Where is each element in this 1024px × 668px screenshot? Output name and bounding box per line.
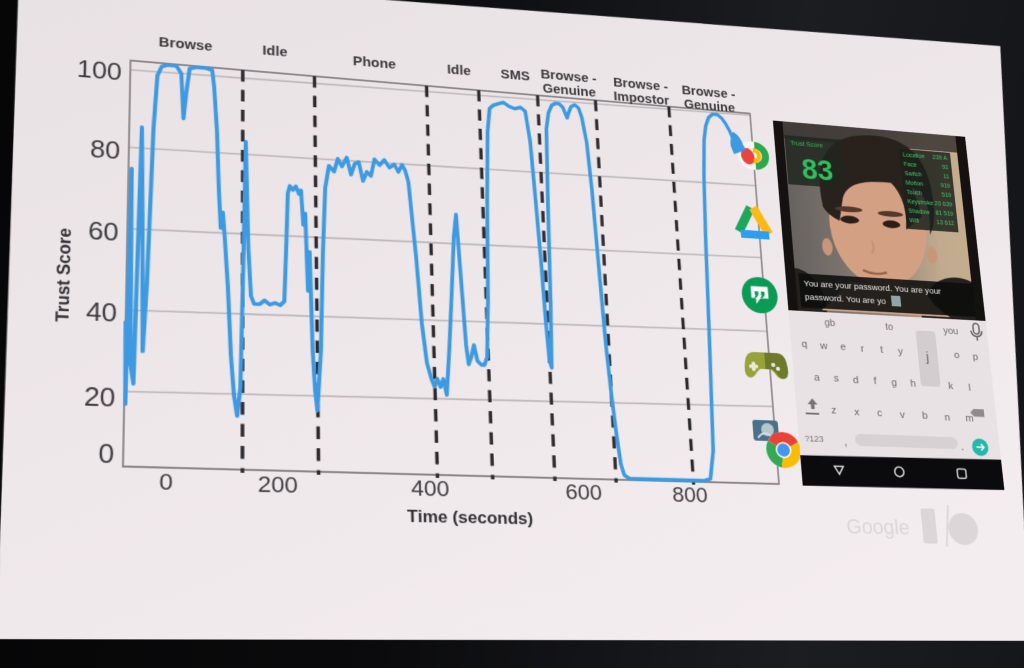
svg-text:Face: Face xyxy=(903,162,917,169)
svg-text:40: 40 xyxy=(86,298,118,327)
svg-text:60: 60 xyxy=(88,218,119,247)
svg-text:200: 200 xyxy=(258,470,298,498)
svg-text:SMS: SMS xyxy=(500,68,530,85)
svg-text:Idle: Idle xyxy=(447,63,471,79)
svg-text:0: 0 xyxy=(159,468,173,495)
svg-text:Wifi: Wifi xyxy=(909,218,920,225)
svg-text:Trust Score: Trust Score xyxy=(51,227,75,322)
svg-text:d: d xyxy=(852,374,859,386)
svg-text:gb: gb xyxy=(824,318,836,329)
svg-text:11: 11 xyxy=(943,174,950,180)
svg-text:100: 100 xyxy=(76,56,122,86)
svg-text:400: 400 xyxy=(411,474,450,501)
svg-text:0: 0 xyxy=(98,440,114,470)
svg-text:83: 83 xyxy=(800,154,834,188)
svg-text:Touch: Touch xyxy=(906,190,922,197)
svg-text:e: e xyxy=(840,341,847,353)
svg-text:you: you xyxy=(943,326,959,337)
svg-text:Google: Google xyxy=(845,514,910,539)
svg-text:800: 800 xyxy=(671,481,708,507)
svg-text:w: w xyxy=(819,340,829,352)
svg-text:Idle: Idle xyxy=(262,44,287,61)
svg-text:20: 20 xyxy=(84,383,116,413)
svg-text:?123: ?123 xyxy=(804,434,824,445)
svg-text:600: 600 xyxy=(565,479,603,505)
svg-text:93: 93 xyxy=(942,165,949,171)
svg-text:q: q xyxy=(801,338,808,350)
svg-text:519: 519 xyxy=(941,192,951,199)
svg-text:80: 80 xyxy=(90,136,121,165)
svg-text:to: to xyxy=(885,322,894,333)
svg-text:Time (seconds): Time (seconds) xyxy=(407,506,533,529)
svg-text:g: g xyxy=(891,377,898,389)
svg-text:919: 919 xyxy=(940,183,950,190)
